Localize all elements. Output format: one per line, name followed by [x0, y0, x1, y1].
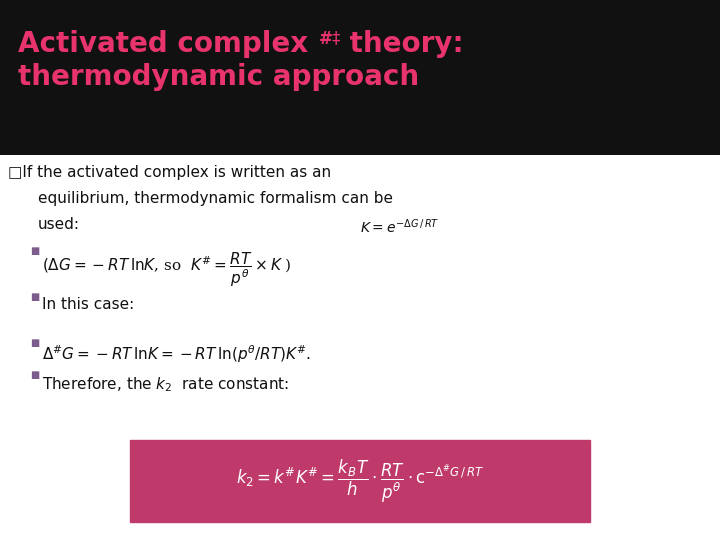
Text: Therefore, the $k_2$  rate constant:: Therefore, the $k_2$ rate constant:	[42, 375, 289, 394]
Text: $k_2 = k^{\#}K^{\#} = \dfrac{k_B T}{h} \cdot \dfrac{RT}{p^{\theta}} \cdot \mathr: $k_2 = k^{\#}K^{\#} = \dfrac{k_B T}{h} \…	[235, 457, 485, 504]
Text: $K = e^{-\Delta G\,/\,RT}$: $K = e^{-\Delta G\,/\,RT}$	[360, 217, 439, 235]
Text: theory:: theory:	[340, 30, 464, 58]
Text: $(\Delta G = -RT\,\mathrm{ln}K$, so  $K^{\#} = \dfrac{RT}{p^{\theta}}\times K$ ): $(\Delta G = -RT\,\mathrm{ln}K$, so $K^{…	[42, 251, 292, 289]
Text: ■: ■	[30, 338, 40, 348]
Text: In this case:: In this case:	[42, 297, 134, 312]
Bar	[0, 0, 720, 155]
Text: used:: used:	[38, 217, 80, 232]
Text: □If the activated complex is written as an: □If the activated complex is written as …	[8, 165, 331, 180]
Text: equilibrium, thermodynamic formalism can be: equilibrium, thermodynamic formalism can…	[38, 191, 393, 206]
Text: ■: ■	[30, 246, 40, 256]
Bar	[130, 440, 590, 522]
Text: #$\ddagger$: #$\ddagger$	[318, 30, 342, 48]
Text: $\Delta^{\#}G = -RT\,\mathrm{ln}K = -RT\,\mathrm{ln}(p^{\theta}/RT)K^{\#}.$: $\Delta^{\#}G = -RT\,\mathrm{ln}K = -RT\…	[42, 343, 311, 364]
Text: thermodynamic approach: thermodynamic approach	[18, 63, 419, 91]
Text: ■: ■	[30, 370, 40, 380]
Text: Activated complex: Activated complex	[18, 30, 308, 58]
Text: ■: ■	[30, 292, 40, 302]
